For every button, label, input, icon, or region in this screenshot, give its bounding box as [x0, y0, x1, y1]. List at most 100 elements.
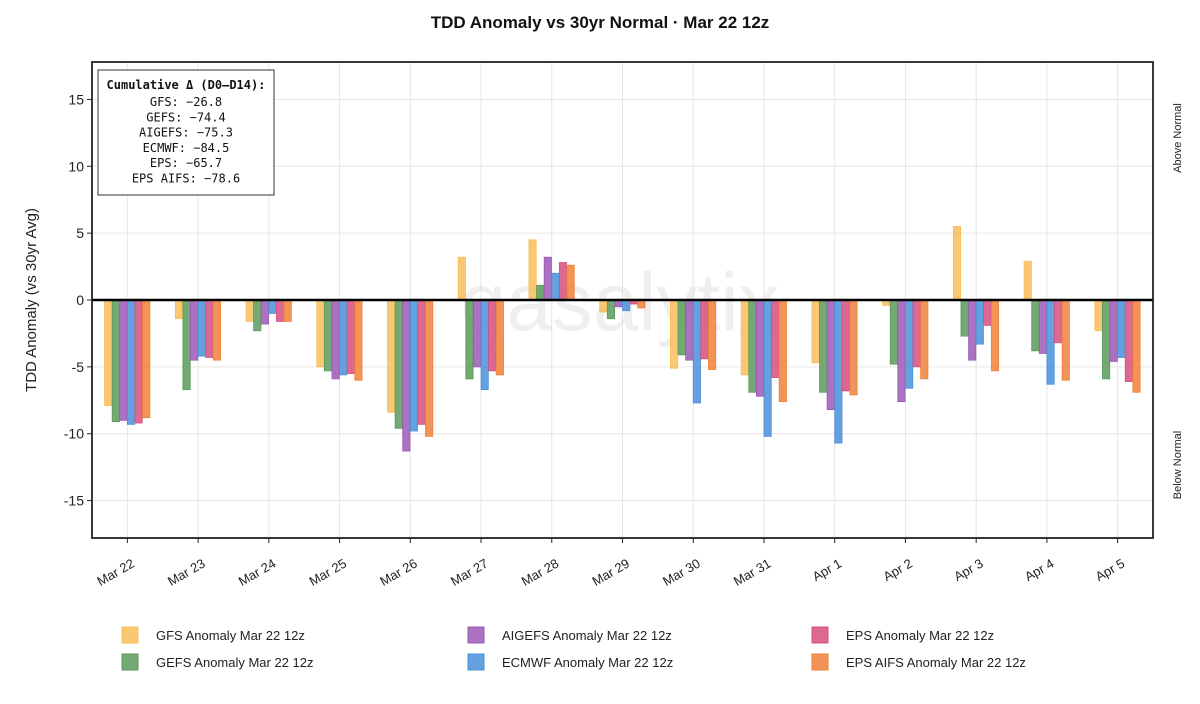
x-tick-label: Mar 26: [377, 556, 420, 589]
legend: GFS Anomaly Mar 22 12z GEFS Anomaly Mar 2…: [121, 626, 1026, 671]
bar: [1117, 299, 1126, 358]
bar: [920, 299, 929, 380]
bar: [692, 299, 701, 404]
x-tick-label: Mar 25: [307, 556, 350, 589]
legend-swatch: [811, 626, 829, 644]
legend-swatch: [811, 653, 829, 671]
bar: [142, 299, 151, 419]
bar: [119, 299, 128, 421]
bar: [543, 256, 552, 301]
bar: [331, 299, 340, 380]
bar: [912, 299, 921, 368]
bar: [346, 299, 355, 374]
bar: [708, 299, 717, 370]
annotation-line: EPS: −65.7: [150, 156, 222, 170]
bar: [316, 299, 325, 368]
bar: [253, 299, 262, 332]
bar: [536, 284, 545, 301]
annotation-title: Cumulative Δ (D0–D14):: [107, 78, 266, 92]
legend-label: GFS Anomaly Mar 22 12z: [156, 628, 305, 643]
y-tick-label: 10: [68, 158, 84, 174]
legend-label: EPS AIFS Anomaly Mar 22 12z: [846, 655, 1026, 670]
bar: [889, 299, 898, 365]
bar: [599, 299, 608, 313]
bar: [1132, 299, 1141, 393]
x-tick-label: Mar 27: [448, 556, 491, 589]
bar: [1061, 299, 1070, 381]
bar: [819, 299, 828, 393]
bar: [480, 299, 489, 390]
y-axis-label: TDD Anomaly (vs 30yr Avg): [23, 208, 40, 392]
x-tick-label: Apr 5: [1093, 556, 1127, 585]
bar: [1102, 299, 1111, 380]
bar: [740, 299, 749, 376]
y-tick-label: 0: [76, 292, 84, 308]
bar: [409, 299, 418, 432]
bar: [402, 299, 411, 452]
bar: [551, 272, 560, 301]
bar: [465, 299, 474, 380]
x-tick-label: Mar 28: [519, 556, 562, 589]
bar: [394, 299, 403, 429]
y-tick-label: -5: [72, 359, 85, 375]
annotation-line: EPS AIFS: −78.6: [132, 172, 240, 186]
bar: [778, 299, 787, 403]
bar: [245, 299, 254, 322]
bar: [182, 299, 191, 390]
bar: [622, 299, 631, 312]
bar: [1038, 299, 1048, 354]
bar: [268, 299, 277, 314]
above-normal-label: Above Normal: [1172, 103, 1184, 173]
bar: [197, 299, 206, 357]
bar: [841, 299, 850, 392]
bar: [960, 299, 969, 337]
bar: [104, 299, 113, 407]
annotation-line: AIGEFS: −75.3: [139, 126, 233, 140]
bar: [670, 299, 679, 369]
bar: [748, 299, 757, 393]
bar: [323, 299, 333, 372]
bar: [205, 299, 214, 358]
bar: [495, 299, 504, 376]
bar: [1109, 299, 1118, 362]
legend-label: EPS Anomaly Mar 22 12z: [846, 628, 994, 643]
bar: [1023, 260, 1032, 301]
legend-label: GEFS Anomaly Mar 22 12z: [156, 655, 314, 670]
x-tick-label: Apr 2: [881, 556, 915, 585]
bar: [975, 299, 984, 345]
bar: [700, 299, 709, 360]
bar: [417, 299, 426, 425]
legend-swatch: [121, 653, 139, 671]
bar: [558, 262, 568, 301]
bar: [174, 299, 184, 320]
bar: [983, 299, 992, 326]
bar: [212, 299, 222, 361]
bar: [952, 226, 962, 301]
bar: [473, 299, 482, 368]
annotation-line: GEFS: −74.4: [146, 110, 225, 124]
bar: [111, 299, 120, 423]
x-tick-label: Mar 29: [589, 556, 632, 589]
bar: [826, 299, 835, 411]
bar: [968, 299, 977, 361]
bar: [283, 299, 292, 322]
x-tick-label: Apr 3: [951, 556, 985, 585]
annotation-line: GFS: −26.8: [150, 95, 222, 109]
x-tick-label: Apr 1: [810, 556, 844, 585]
y-tick-label: 5: [76, 225, 84, 241]
y-tick-label: 15: [68, 91, 84, 107]
bar: [849, 299, 858, 396]
bar: [126, 299, 136, 425]
bar: [354, 299, 363, 381]
bar: [1094, 299, 1103, 332]
bar: [771, 299, 780, 378]
annotation-line: ECMWF: −84.5: [143, 141, 230, 155]
bar: [897, 299, 906, 403]
x-tick-label: Mar 31: [731, 556, 774, 589]
bar: [755, 299, 765, 397]
chart-title: TDD Anomaly vs 30yr Normal · Mar 22 12z: [431, 13, 770, 32]
